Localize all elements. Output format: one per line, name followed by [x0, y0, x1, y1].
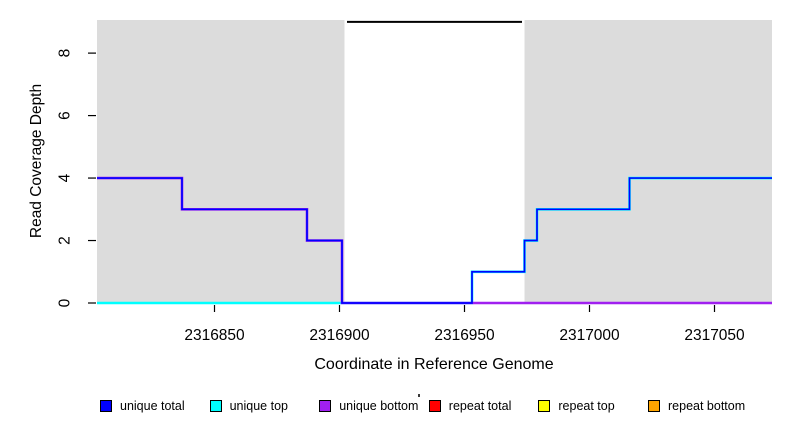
y-tick-label: 0 — [57, 298, 74, 307]
legend-color-swatch — [209, 400, 222, 412]
shaded-region — [97, 20, 345, 303]
legend-label: repeat total — [448, 399, 512, 413]
y-axis-title: Read Coverage Depth — [28, 83, 45, 239]
series-unique-total — [97, 177, 772, 304]
legend-color-swatch — [100, 400, 112, 412]
legend-color-swatch — [428, 400, 441, 412]
x-axis-title: Coordinate in Reference Genome — [314, 356, 554, 373]
legend-label: unique total — [120, 399, 185, 413]
stray-ink-dot — [418, 394, 420, 397]
y-tick-label: 4 — [57, 173, 74, 182]
legend-item-unique-top: unique top — [209, 399, 288, 413]
legend-color-swatch — [319, 400, 332, 412]
legend-item-repeat-total: repeat total — [428, 399, 512, 413]
y-tick-label: 8 — [57, 49, 74, 58]
x-tick-label: 2317000 — [559, 327, 620, 344]
x-tick-label: 2316950 — [434, 327, 495, 344]
x-tick-label: 2316900 — [309, 327, 370, 344]
x-tick-label: 2317050 — [684, 327, 745, 344]
x-tick-label: 2316850 — [184, 327, 245, 344]
legend-item-repeat-bottom: repeat bottom — [648, 399, 745, 413]
legend: unique total unique top unique bottom repea… — [0, 399, 792, 415]
legend-color-swatch — [538, 400, 551, 412]
legend-item-unique-total: unique total — [100, 399, 185, 413]
y-tick-label: 2 — [57, 236, 74, 245]
legend-color-swatch — [648, 400, 660, 412]
legend-label: unique top — [229, 399, 288, 413]
legend-item-repeat-top: repeat top — [538, 399, 615, 413]
legend-item-unique-bottom: unique bottom — [319, 399, 418, 413]
shaded-region — [524, 20, 772, 303]
legend-label: repeat bottom — [668, 399, 746, 413]
y-tick-label: 6 — [57, 111, 74, 120]
legend-label: unique bottom — [339, 399, 419, 413]
legend-label: repeat top — [558, 399, 615, 413]
